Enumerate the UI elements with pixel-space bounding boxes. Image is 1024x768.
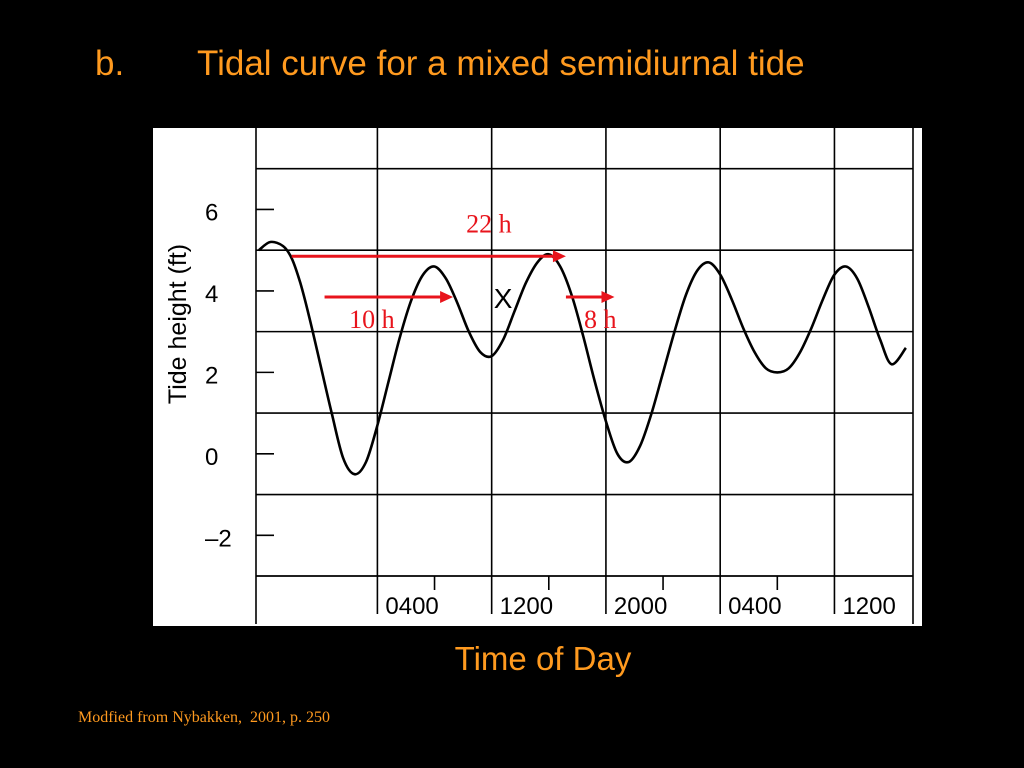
x-tick-label: 0400 (728, 593, 781, 620)
y-tick-label: 2 (205, 362, 218, 389)
y-tick-label: 0 (205, 444, 218, 471)
y-axis-label: Tide height (ft) (164, 244, 192, 404)
tide-curve-line (258, 240, 907, 476)
annotation-label: 10 h (349, 305, 395, 334)
tidal-chart-svg: 6 4 2 0 –2 0400 1200 2000 0400 1200 Tide height (f… (153, 128, 922, 626)
y-tick-label: 6 (205, 199, 218, 226)
annotation-arrowhead (552, 250, 566, 263)
y-tick-label: –2 (205, 525, 232, 552)
annotation-label: 22 h (466, 209, 512, 238)
y-tick-label: 4 (205, 281, 218, 308)
title-marker: b. (95, 44, 125, 83)
x-tick-label: 1200 (842, 593, 895, 620)
annotation-label: 8 h (584, 305, 617, 334)
citation: Modfied from Nybakken, 2001, p. 250 (78, 709, 330, 726)
x-tick-label: 1200 (500, 593, 553, 620)
title-text: Tidal curve for a mixed semidiurnal tide (197, 44, 805, 83)
slide-title: b. Tidal curve for a mixed semidiurnal t… (0, 40, 1024, 90)
plot-background (153, 128, 922, 626)
tidal-chart: 6 4 2 0 –2 0400 1200 2000 0400 1200 Tide height (f… (153, 128, 922, 626)
x-axis-title: Time of Day (454, 640, 632, 677)
marker-x-label: X (494, 283, 513, 314)
annotation-arrowhead (440, 291, 454, 304)
x-tick-label: 2000 (614, 593, 667, 620)
annotation-arrowhead (601, 291, 615, 304)
x-tick-label: 0400 (385, 593, 438, 620)
